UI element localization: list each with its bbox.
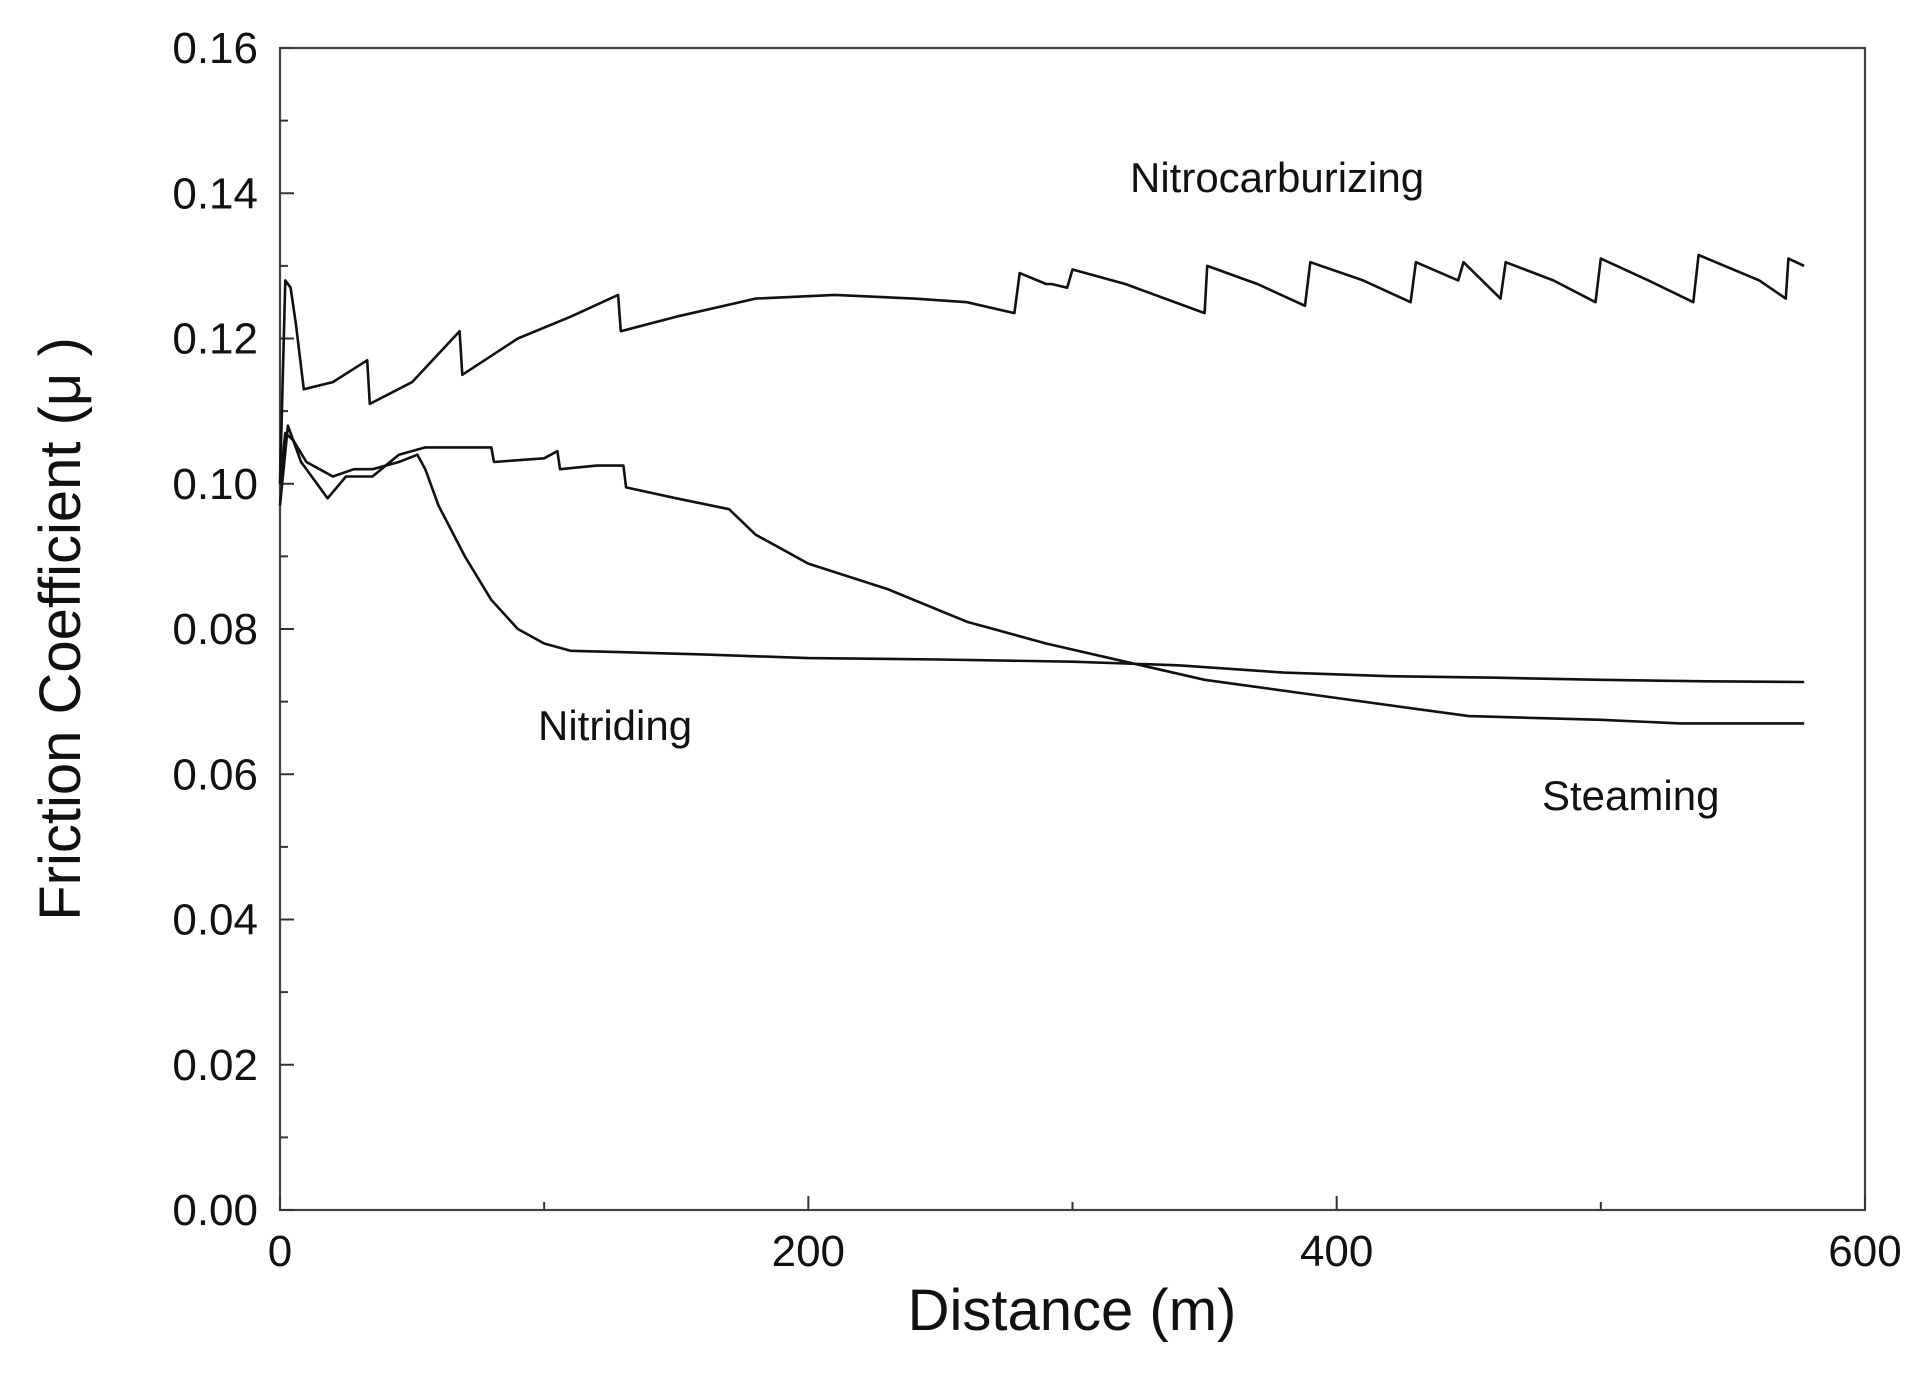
y-axis-title: Friction Coefficient (μ ) [28,337,93,921]
x-axis-title: Distance (m) [908,1278,1237,1343]
y-tick-label: 0.16 [172,24,258,73]
series-group [278,253,1805,725]
y-tick-label: 0.12 [172,315,258,364]
series-line-nitrocarburizing [278,253,1805,484]
y-tick-label: 0.08 [172,605,258,654]
x-tick-label: 600 [1828,1227,1901,1276]
y-tick-label: 0.06 [172,750,258,799]
label-steaming: Steaming [1542,772,1719,819]
label-nitrocarburizing: Nitrocarburizing [1130,154,1424,201]
axis-ticks: 0.00 0.02 0.04 0.06 0.08 0.10 0.12 0.14 0.16 0 200… [172,24,1901,1276]
series-line-nitriding [278,431,1805,684]
y-tick-label: 0.02 [172,1041,258,1090]
y-tick-label: 0.00 [172,1186,258,1235]
x-tick-label: 200 [772,1227,845,1276]
y-tick-label: 0.04 [172,896,258,945]
x-tick-label: 0 [268,1227,292,1276]
x-tick-label: 400 [1300,1227,1373,1276]
y-tick-label: 0.14 [172,169,258,218]
y-tick-label: 0.10 [172,460,258,509]
label-nitriding: Nitriding [538,702,692,749]
series-line-steaming [278,424,1805,725]
